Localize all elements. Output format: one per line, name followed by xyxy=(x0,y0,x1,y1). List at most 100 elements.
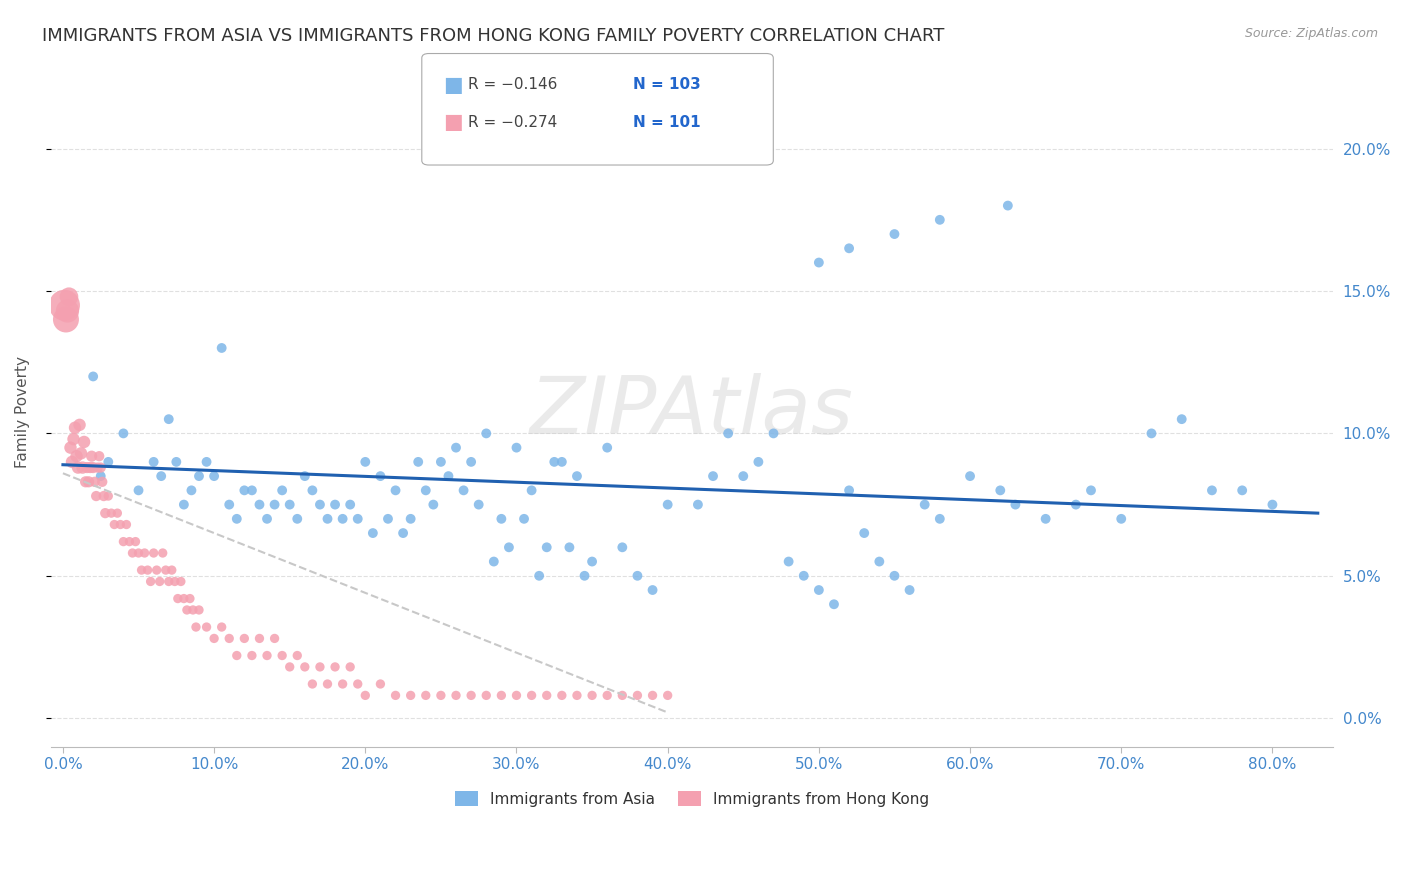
Point xyxy=(89,449,111,463)
Point xyxy=(581,555,603,569)
Point xyxy=(520,483,543,498)
Point xyxy=(118,534,141,549)
Point xyxy=(384,689,406,703)
Point xyxy=(823,597,845,611)
Point xyxy=(399,512,422,526)
Text: ■: ■ xyxy=(443,112,463,132)
Point xyxy=(641,689,664,703)
Point xyxy=(505,441,527,455)
Point xyxy=(67,460,90,475)
Point xyxy=(166,591,188,606)
Point xyxy=(84,489,107,503)
Point xyxy=(959,469,981,483)
Point xyxy=(142,546,165,560)
Point xyxy=(1230,483,1253,498)
Point xyxy=(536,541,558,555)
Text: ZIPAtlas: ZIPAtlas xyxy=(530,373,853,451)
Point xyxy=(176,603,198,617)
Point xyxy=(997,198,1019,212)
Point xyxy=(179,591,201,606)
Point xyxy=(482,555,505,569)
Point xyxy=(1261,498,1284,512)
Point xyxy=(80,449,103,463)
Point xyxy=(77,475,100,489)
Point xyxy=(1201,483,1223,498)
Point xyxy=(121,546,143,560)
Point xyxy=(56,304,79,318)
Point xyxy=(807,255,830,269)
Point xyxy=(63,420,86,434)
Point xyxy=(128,546,150,560)
Point xyxy=(59,441,82,455)
Point xyxy=(97,489,120,503)
Point xyxy=(988,483,1011,498)
Point xyxy=(139,574,162,589)
Point xyxy=(339,498,361,512)
Point xyxy=(233,632,256,646)
Point xyxy=(641,582,664,597)
Point xyxy=(1004,498,1026,512)
Point xyxy=(702,469,724,483)
Point xyxy=(370,677,392,691)
Point xyxy=(354,689,377,703)
Point xyxy=(565,689,588,703)
Text: R = −0.146: R = −0.146 xyxy=(468,78,558,92)
Point xyxy=(551,689,574,703)
Point xyxy=(316,512,339,526)
Point xyxy=(491,512,513,526)
Point xyxy=(100,506,122,520)
Point xyxy=(453,483,475,498)
Point xyxy=(278,660,301,674)
Point xyxy=(225,648,247,663)
Point xyxy=(294,660,316,674)
Point xyxy=(233,483,256,498)
Point xyxy=(498,541,520,555)
Point xyxy=(513,512,536,526)
Point xyxy=(285,512,308,526)
Point xyxy=(733,469,755,483)
Point xyxy=(339,660,361,674)
Point xyxy=(505,689,527,703)
Point xyxy=(72,460,94,475)
Point xyxy=(285,648,308,663)
Point xyxy=(686,498,709,512)
Point xyxy=(747,455,769,469)
Text: IMMIGRANTS FROM ASIA VS IMMIGRANTS FROM HONG KONG FAMILY POVERTY CORRELATION CHA: IMMIGRANTS FROM ASIA VS IMMIGRANTS FROM … xyxy=(42,27,945,45)
Point xyxy=(1109,512,1132,526)
Point xyxy=(467,498,489,512)
Point xyxy=(152,546,174,560)
Point xyxy=(301,677,323,691)
Point xyxy=(149,574,172,589)
Legend: Immigrants from Asia, Immigrants from Hong Kong: Immigrants from Asia, Immigrants from Ho… xyxy=(449,784,935,813)
Point xyxy=(211,620,233,634)
Point xyxy=(309,660,332,674)
Point xyxy=(444,441,467,455)
Point xyxy=(249,632,271,646)
Point xyxy=(838,241,860,255)
Point xyxy=(1080,483,1102,498)
Point xyxy=(263,498,285,512)
Point xyxy=(1064,498,1087,512)
Point xyxy=(444,689,467,703)
Point xyxy=(53,298,76,312)
Point xyxy=(460,455,482,469)
Point xyxy=(883,568,905,582)
Point xyxy=(124,534,146,549)
Point xyxy=(134,546,156,560)
Text: Source: ZipAtlas.com: Source: ZipAtlas.com xyxy=(1244,27,1378,40)
Point xyxy=(60,455,83,469)
Point xyxy=(170,574,193,589)
Point xyxy=(717,426,740,441)
Point xyxy=(271,483,294,498)
Point xyxy=(69,417,91,432)
Point xyxy=(181,603,204,617)
Point xyxy=(596,689,619,703)
Point xyxy=(778,555,800,569)
Point xyxy=(202,632,225,646)
Point xyxy=(73,434,96,449)
Point xyxy=(218,632,240,646)
Point xyxy=(131,563,153,577)
Point xyxy=(612,689,634,703)
Text: ■: ■ xyxy=(443,75,463,95)
Point xyxy=(157,574,180,589)
